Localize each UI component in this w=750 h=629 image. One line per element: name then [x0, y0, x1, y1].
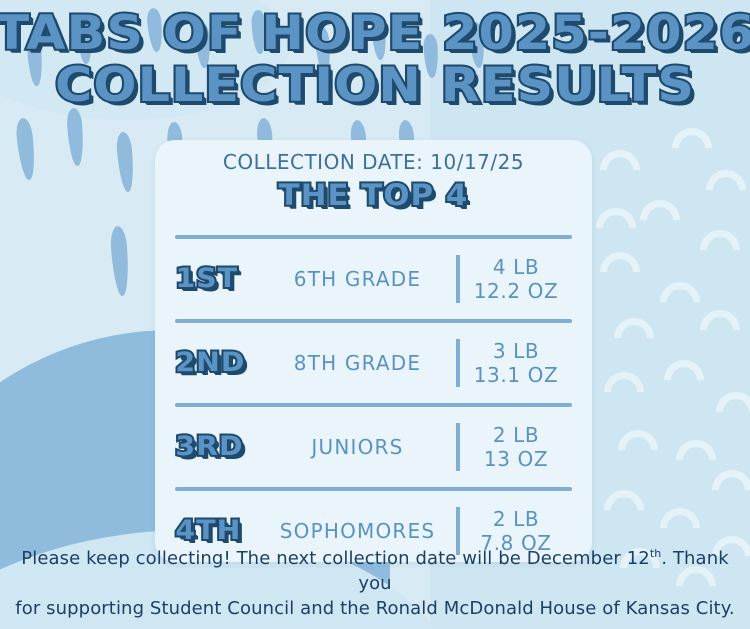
arc-decoration — [697, 161, 750, 219]
arc-decoration — [631, 191, 689, 249]
arc-decoration — [595, 481, 653, 539]
raindrop — [109, 225, 131, 297]
row-divider — [175, 319, 572, 323]
footer-ordinal-suffix: th — [649, 547, 662, 560]
raindrop — [65, 107, 86, 167]
raindrop — [115, 131, 136, 193]
table-row: 2ND 8TH GRADE 3 LB 13.1 OZ — [173, 323, 572, 403]
rank-cell: 1ST — [173, 262, 267, 296]
arc-decoration — [651, 273, 709, 331]
weight-ounces: 13 OZ — [483, 447, 549, 471]
arc-decoration — [667, 431, 725, 489]
weight-pounds: 2 LB — [492, 507, 540, 531]
arc-decoration — [703, 461, 750, 519]
weight-cell: 2 LB 13 OZ — [456, 423, 572, 471]
arc-decoration — [591, 243, 649, 301]
arc-decoration — [609, 421, 667, 479]
weight-cell: 3 LB 13.1 OZ — [456, 339, 572, 387]
rank-cell: 3RD — [173, 430, 267, 464]
arc-decoration — [691, 301, 749, 359]
rank-badge: 3RD — [173, 430, 244, 464]
results-card: COLLECTION DATE: 10/17/25 THE TOP 4 1ST 6… — [155, 140, 592, 562]
arc-decoration — [595, 363, 653, 421]
page-title: TABS OF HOPE 2025-2026 COLLECTION RESULT… — [0, 6, 750, 114]
row-divider — [175, 235, 572, 239]
arc-decoration — [655, 351, 713, 409]
weight-ounces: 13.1 OZ — [473, 363, 559, 387]
rank-cell: 2ND — [173, 346, 267, 380]
arc-decoration — [691, 221, 749, 279]
weight-pounds: 2 LB — [492, 423, 540, 447]
weight-cell: 4 LB 12.2 OZ — [456, 255, 572, 303]
weight-pounds: 4 LB — [492, 255, 540, 279]
raindrop — [14, 117, 38, 181]
footer-message: Please keep collecting! The next collect… — [0, 541, 750, 621]
group-name: SOPHOMORES — [279, 519, 436, 543]
card-subtitle: THE TOP 4 — [277, 176, 470, 214]
collection-date-label: COLLECTION DATE: 10/17/25 — [222, 150, 525, 174]
arc-decoration — [605, 309, 663, 367]
group-name: 8TH GRADE — [293, 351, 422, 375]
rank-badge: 2ND — [173, 346, 246, 380]
footer-line-1-before: Please keep collecting! The next collect… — [21, 548, 650, 569]
title-line-1: TABS OF HOPE 2025-2026 — [0, 6, 750, 62]
footer-line-2: for supporting Student Council and the R… — [15, 598, 735, 619]
rank-badge: 1ST — [173, 262, 239, 296]
group-name: 6TH GRADE — [293, 267, 422, 291]
results-table: 1ST 6TH GRADE 4 LB 12.2 OZ 2ND 8TH GRADE 3 LB 1… — [173, 235, 572, 571]
footer-line-1: Please keep collecting! The next collect… — [10, 541, 740, 596]
title-line-2: COLLECTION RESULTS — [53, 58, 696, 114]
arc-decoration — [707, 383, 750, 441]
table-row: 3RD JUNIORS 2 LB 13 OZ — [173, 407, 572, 487]
table-row: 1ST 6TH GRADE 4 LB 12.2 OZ — [173, 239, 572, 319]
group-name: JUNIORS — [311, 435, 404, 459]
weight-ounces: 12.2 OZ — [473, 279, 559, 303]
arc-decoration — [663, 119, 721, 177]
weight-pounds: 3 LB — [492, 339, 540, 363]
